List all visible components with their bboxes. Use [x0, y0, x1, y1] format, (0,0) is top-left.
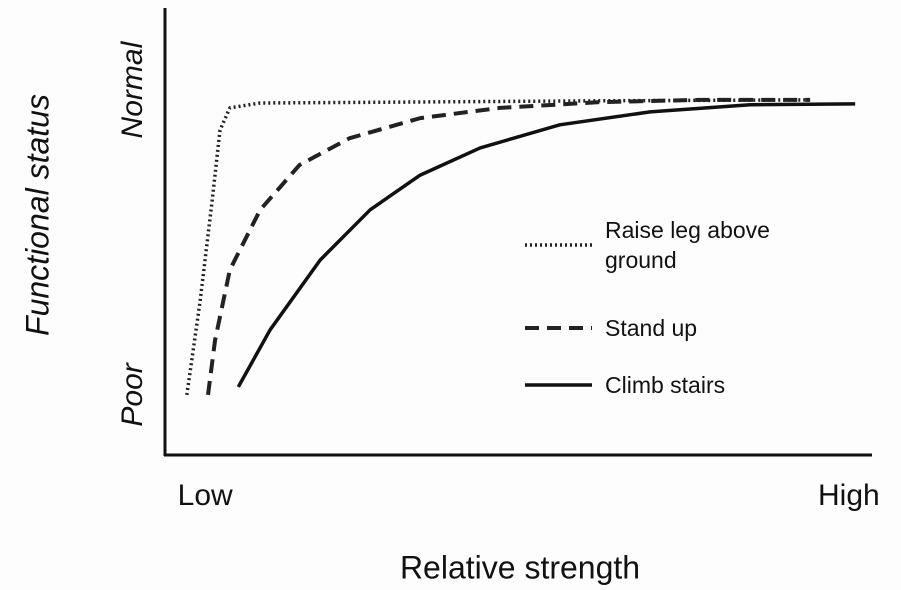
- x-tick-label: High: [818, 479, 880, 512]
- legend-label: Stand up: [605, 315, 698, 341]
- x-axis-label: Relative strength: [400, 549, 640, 585]
- y-tick-label: Poor: [116, 362, 149, 426]
- y-tick-label: Normal: [116, 40, 149, 138]
- x-tick-label: Low: [178, 479, 233, 512]
- legend-label: Climb stairs: [605, 372, 726, 398]
- series-line: [185, 98, 811, 396]
- series-line: [206, 97, 811, 396]
- legend-label: Raise leg above ground: [605, 217, 770, 273]
- series-line: [236, 102, 856, 388]
- y-axis-label: Functional status: [19, 94, 55, 336]
